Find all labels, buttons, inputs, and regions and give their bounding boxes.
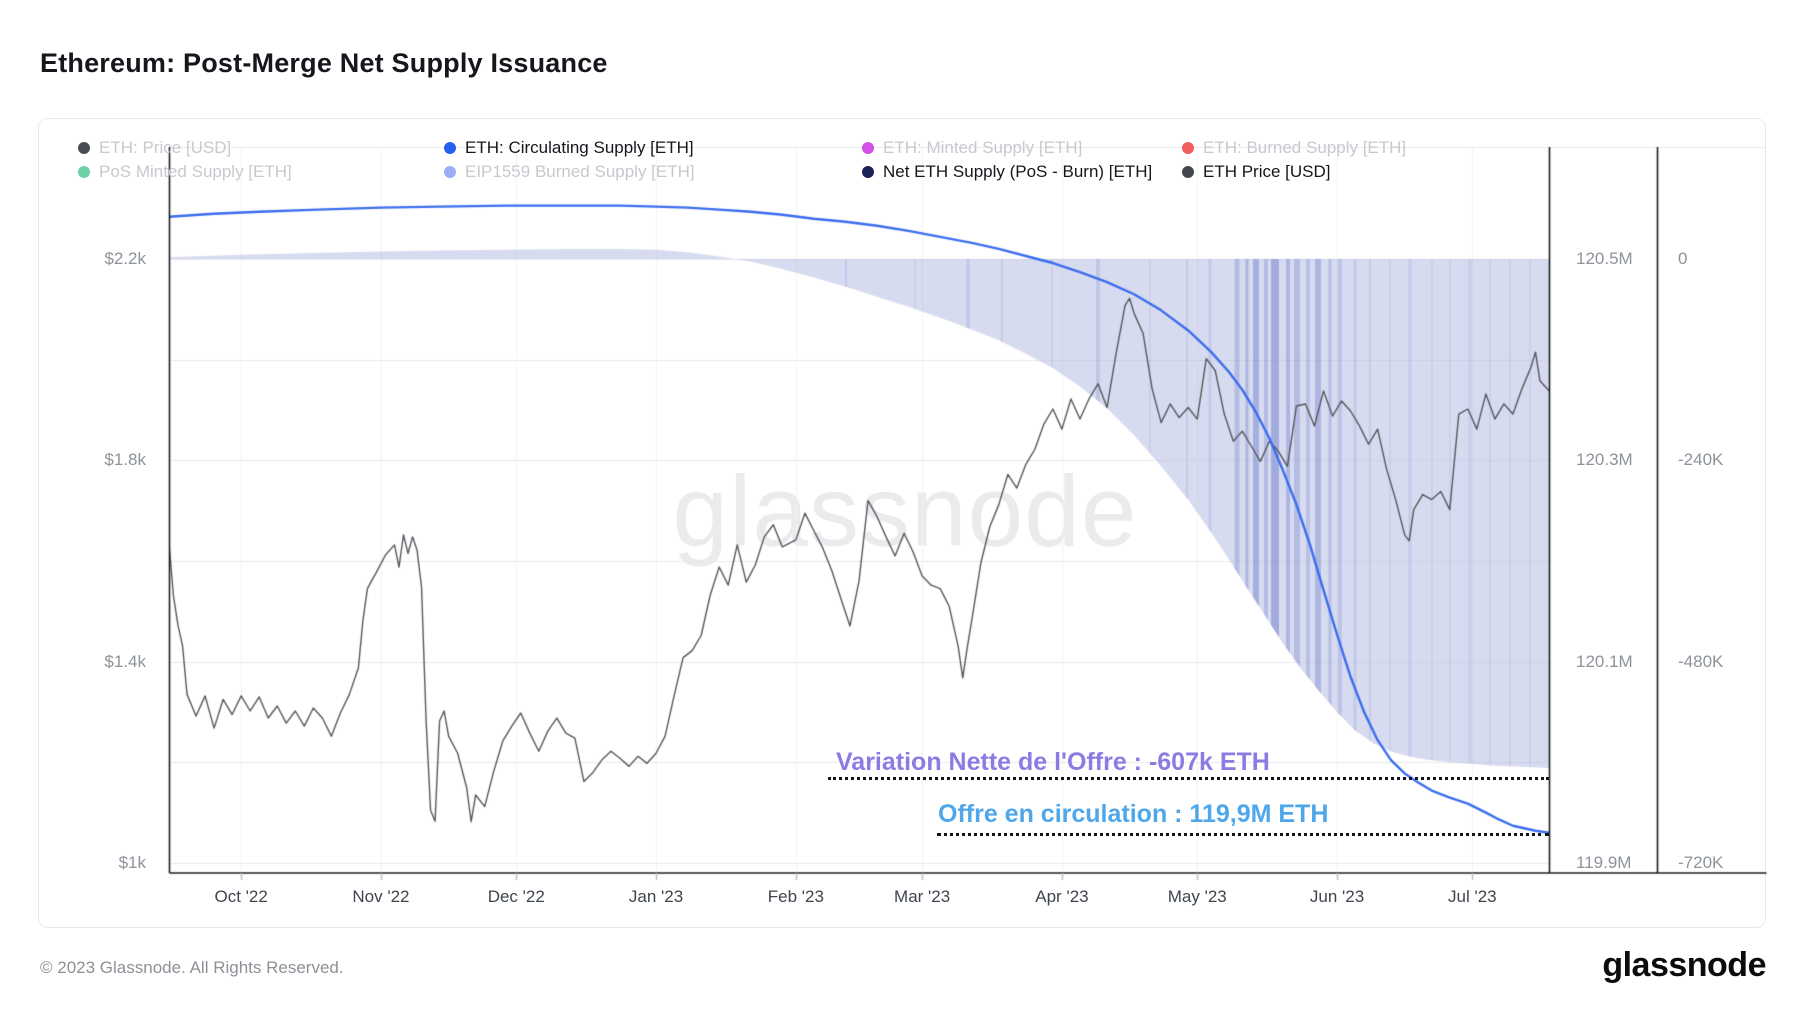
supply-axis-tick: 119.9M: [1576, 853, 1632, 873]
net-axis-tick: 0: [1678, 249, 1688, 268]
legend-label: ETH: Circulating Supply [ETH]: [465, 138, 694, 157]
x-axis-tick: Apr '23: [1035, 887, 1089, 906]
x-axis-tick: Dec '22: [487, 887, 545, 906]
glassnode-logo[interactable]: glassnode: [1602, 946, 1766, 984]
legend-dot-eth-price-usd: [78, 142, 90, 154]
price-axis-tick: $1.8k: [104, 450, 146, 470]
legend-label: EIP1559 Burned Supply [ETH]: [465, 162, 695, 181]
legend-dot-eth-burned: [1182, 142, 1194, 154]
legend-label: PoS Minted Supply [ETH]: [99, 162, 292, 181]
legend-item-eip1559-burned[interactable]: EIP1559 Burned Supply [ETH]: [444, 161, 695, 183]
x-axis-tick: Nov '22: [352, 887, 410, 906]
x-axis-tick: Jun '23: [1309, 887, 1365, 906]
price-axis-tick: $1.4k: [104, 651, 146, 671]
x-axis-tick: Mar '23: [894, 887, 951, 906]
x-axis-tick: May '23: [1167, 887, 1227, 906]
legend-item-eth-price-usd-active[interactable]: ETH Price [USD]: [1182, 161, 1331, 183]
net-axis-tick: -480K: [1678, 651, 1724, 671]
legend-item-eth-burned[interactable]: ETH: Burned Supply [ETH]: [1182, 137, 1406, 159]
x-axis-tick: Feb '23: [767, 887, 824, 906]
legend-dot-eth-price-usd-active: [1182, 166, 1194, 178]
legend-dot-eth-minted: [862, 142, 874, 154]
supply-axis-tick: 120.3M: [1576, 450, 1633, 470]
circulating-supply-annotation: Offre en circulation : 119,9M ETH: [938, 800, 1329, 828]
net-axis-tick: -720K: [1678, 853, 1724, 873]
legend-dot-eip1559-burned: [444, 166, 456, 178]
legend-label: ETH: Price [USD]: [99, 138, 232, 157]
supply-axis-tick: 120.5M: [1576, 249, 1633, 268]
legend-item-pos-minted[interactable]: PoS Minted Supply [ETH]: [78, 161, 292, 183]
price-axis-tick: $1k: [118, 853, 146, 873]
supply-axis-tick: 120.1M: [1576, 651, 1633, 671]
x-axis-tick: Oct '22: [214, 887, 268, 906]
legend-label: ETH: Burned Supply [ETH]: [1203, 138, 1407, 157]
legend-item-eth-minted[interactable]: ETH: Minted Supply [ETH]: [862, 137, 1082, 159]
legend-dot-pos-minted: [78, 166, 90, 178]
net-change-annotation: Variation Nette de l'Offre : -607k ETH: [836, 748, 1270, 776]
legend-label: Net ETH Supply (PoS - Burn) [ETH]: [883, 162, 1153, 181]
x-axis-tick: Jul '23: [1448, 887, 1497, 906]
legend-item-eth-circulating[interactable]: ETH: Circulating Supply [ETH]: [444, 137, 694, 159]
x-axis-tick: Jan '23: [628, 887, 684, 906]
legend-dot-eth-circulating: [444, 142, 456, 154]
circulating-supply-dotted-line: [937, 833, 1549, 836]
legend-item-net-eth-supply[interactable]: Net ETH Supply (PoS - Burn) [ETH]: [862, 161, 1152, 183]
net-axis-tick: -240K: [1678, 450, 1724, 470]
legend-dot-net-eth-supply: [862, 166, 874, 178]
legend-label: ETH: Minted Supply [ETH]: [883, 138, 1083, 157]
legend-item-eth-price-usd[interactable]: ETH: Price [USD]: [78, 137, 231, 159]
net-change-dotted-line: [828, 777, 1549, 780]
price-axis-tick: $2.2k: [104, 249, 146, 268]
legend-label: ETH Price [USD]: [1203, 162, 1331, 181]
footer-copyright: © 2023 Glassnode. All Rights Reserved.: [40, 958, 344, 977]
